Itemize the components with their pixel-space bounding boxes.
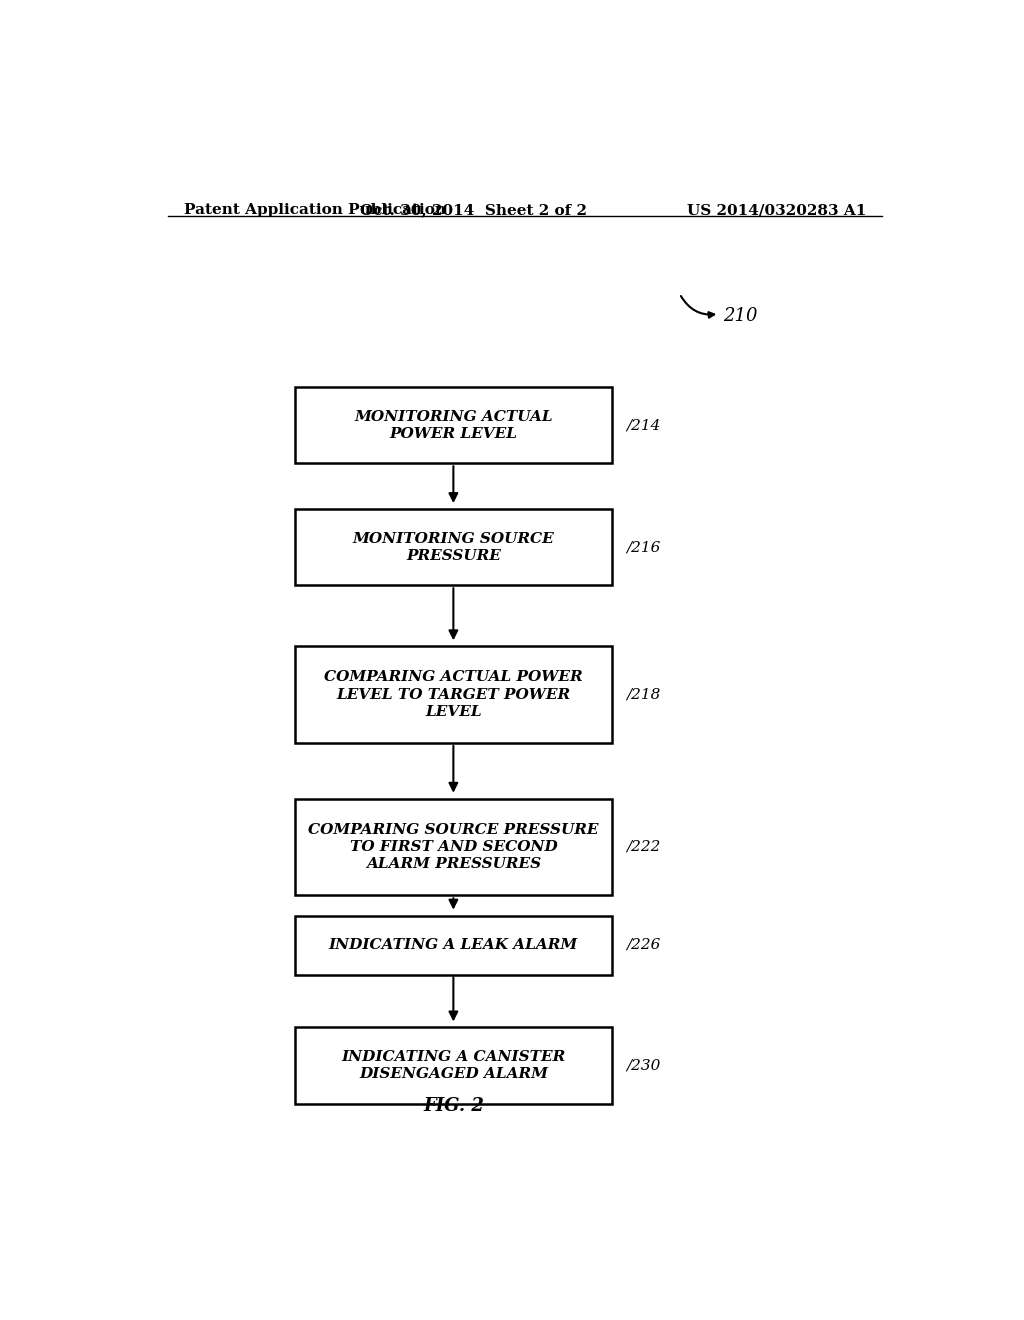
Text: INDICATING A LEAK ALARM: INDICATING A LEAK ALARM — [329, 939, 578, 952]
Text: COMPARING ACTUAL POWER
LEVEL TO TARGET POWER
LEVEL: COMPARING ACTUAL POWER LEVEL TO TARGET P… — [324, 671, 583, 719]
Text: 210: 210 — [723, 308, 758, 325]
FancyArrowPatch shape — [450, 746, 458, 791]
Text: MONITORING ACTUAL
POWER LEVEL: MONITORING ACTUAL POWER LEVEL — [354, 409, 553, 441]
Text: Patent Application Publication: Patent Application Publication — [183, 203, 445, 216]
Bar — [295, 647, 612, 743]
Text: ∕226: ∕226 — [627, 939, 660, 952]
Text: FIG. 2: FIG. 2 — [423, 1097, 483, 1114]
FancyArrowPatch shape — [450, 466, 458, 500]
Text: ∕218: ∕218 — [627, 688, 660, 701]
FancyArrowPatch shape — [681, 296, 714, 318]
Text: ∕216: ∕216 — [627, 540, 660, 554]
Bar — [295, 916, 612, 974]
Text: US 2014/0320283 A1: US 2014/0320283 A1 — [687, 203, 866, 216]
Bar — [295, 1027, 612, 1104]
FancyArrowPatch shape — [450, 589, 458, 638]
Bar — [295, 799, 612, 895]
Bar — [295, 387, 612, 463]
FancyArrowPatch shape — [450, 898, 458, 907]
Text: ∕214: ∕214 — [627, 418, 660, 432]
FancyArrowPatch shape — [450, 977, 458, 1019]
Text: ∕230: ∕230 — [627, 1059, 660, 1073]
Bar — [295, 510, 612, 585]
Text: ∕222: ∕222 — [627, 840, 660, 854]
Text: INDICATING A CANISTER
DISENGAGED ALARM: INDICATING A CANISTER DISENGAGED ALARM — [341, 1049, 565, 1081]
Text: MONITORING SOURCE
PRESSURE: MONITORING SOURCE PRESSURE — [352, 532, 554, 562]
Text: Oct. 30, 2014  Sheet 2 of 2: Oct. 30, 2014 Sheet 2 of 2 — [359, 203, 587, 216]
Text: COMPARING SOURCE PRESSURE
TO FIRST AND SECOND
ALARM PRESSURES: COMPARING SOURCE PRESSURE TO FIRST AND S… — [308, 822, 599, 871]
